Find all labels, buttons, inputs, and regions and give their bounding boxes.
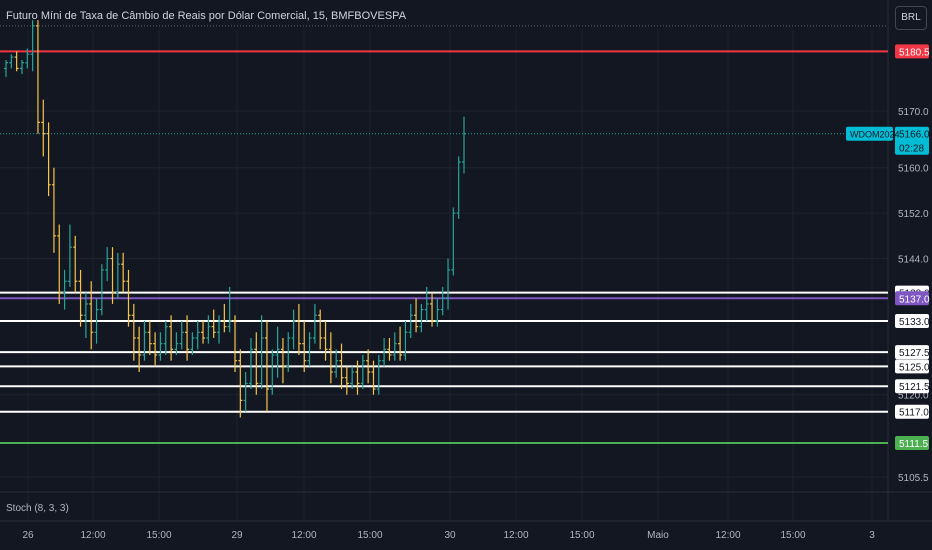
- price-tick-label: 5120.0: [898, 391, 929, 402]
- currency-button[interactable]: BRL: [895, 6, 927, 30]
- stoch-indicator-label[interactable]: Stoch (8, 3, 3): [6, 503, 69, 514]
- level-price-tag: [895, 379, 929, 394]
- level-price-tag: [895, 44, 929, 59]
- level-price-label: 5180.5: [899, 47, 930, 58]
- countdown-label: 02:28: [899, 144, 924, 155]
- current-price-label: 5166.0: [899, 130, 930, 141]
- time-tick-label: 15:00: [780, 530, 805, 541]
- current-price-tag: [895, 126, 929, 155]
- time-tick-label: Maio: [647, 530, 669, 541]
- time-tick-label: 12:00: [503, 530, 528, 541]
- time-tick-label: 29: [231, 530, 243, 541]
- price-tick-label: 5160.0: [898, 164, 929, 175]
- price-tick-label: 5144.0: [898, 255, 929, 266]
- level-price-tag: [895, 291, 929, 306]
- price-tick-label: 5152.0: [898, 209, 929, 220]
- time-tick-label: 3: [869, 530, 875, 541]
- time-tick-label: 12:00: [715, 530, 740, 541]
- chart-title: Futuro Míni de Taxa de Câmbio de Reais p…: [6, 10, 407, 22]
- level-price-label: 5133.0: [899, 317, 930, 328]
- level-price-label: 5117.0: [899, 408, 929, 419]
- level-price-tag: [895, 404, 929, 419]
- level-price-label: 5125.0: [899, 362, 930, 373]
- time-tick-label: 12:00: [291, 530, 316, 541]
- time-tick-label: 15:00: [357, 530, 382, 541]
- time-axis: 26 12:00 15:00 29 12:00 15:00 30 12:00 15:00 Maio…: [22, 530, 875, 541]
- price-axis: 5105.5 5170.0 5160.0 5152.0 5144.0 5120.0 5180…: [846, 44, 930, 484]
- level-price-label: 5121.5: [899, 382, 930, 393]
- time-tick-label: 30: [444, 530, 456, 541]
- level-price-label: 5137.0: [899, 294, 930, 305]
- symbol-tag: [846, 126, 893, 141]
- level-price-label: 5127.5: [899, 348, 930, 359]
- level-price-tag: [895, 359, 929, 374]
- time-tick-label: 12:00: [80, 530, 105, 541]
- time-tick-label: 26: [22, 530, 34, 541]
- chart-grid: [0, 0, 932, 522]
- symbol-label: WDOM2024: [850, 130, 900, 140]
- price-tick-label: 5105.5: [898, 473, 929, 484]
- candlestick-series: [4, 20, 466, 418]
- level-price-tag: [895, 313, 929, 328]
- time-tick-label: 15:00: [146, 530, 171, 541]
- level-price-tag: [895, 435, 929, 450]
- price-tick-label: 5170.0: [898, 107, 929, 118]
- time-tick-label: 15:00: [569, 530, 594, 541]
- level-price-tag: [895, 345, 929, 360]
- level-price-label: 5111.5: [899, 439, 929, 450]
- horizontal-levels: [0, 25, 888, 444]
